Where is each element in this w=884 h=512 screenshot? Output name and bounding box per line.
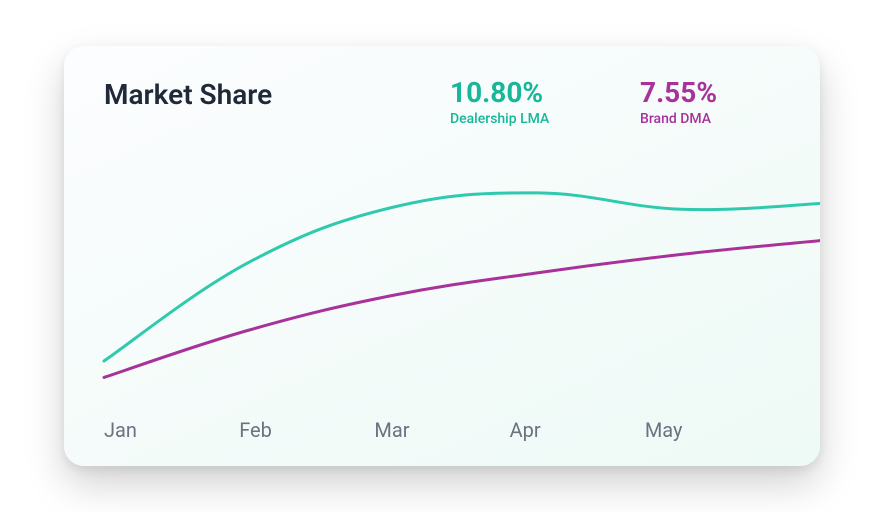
x-tick: Jan [104,418,239,442]
chart-area [64,156,820,402]
metric-label: Brand DMA [640,111,780,127]
market-share-card: Market Share 10.80% Dealership LMA 7.55%… [64,46,820,466]
x-tick: May [645,418,780,442]
line-chart-svg [64,156,820,402]
metric-dealership-lma: 10.80% Dealership LMA [450,78,590,127]
x-tick: Feb [239,418,374,442]
metric-value: 10.80% [450,78,590,109]
card-header: Market Share 10.80% Dealership LMA 7.55%… [104,78,780,127]
metric-value: 7.55% [640,78,780,109]
metric-brand-dma: 7.55% Brand DMA [640,78,780,127]
series-line-0 [104,193,820,361]
x-tick: Apr [510,418,645,442]
x-tick: Mar [374,418,509,442]
card-title: Market Share [104,78,400,111]
x-axis: Jan Feb Mar Apr May [104,418,780,442]
series-line-1 [104,240,820,377]
metric-label: Dealership LMA [450,111,590,127]
